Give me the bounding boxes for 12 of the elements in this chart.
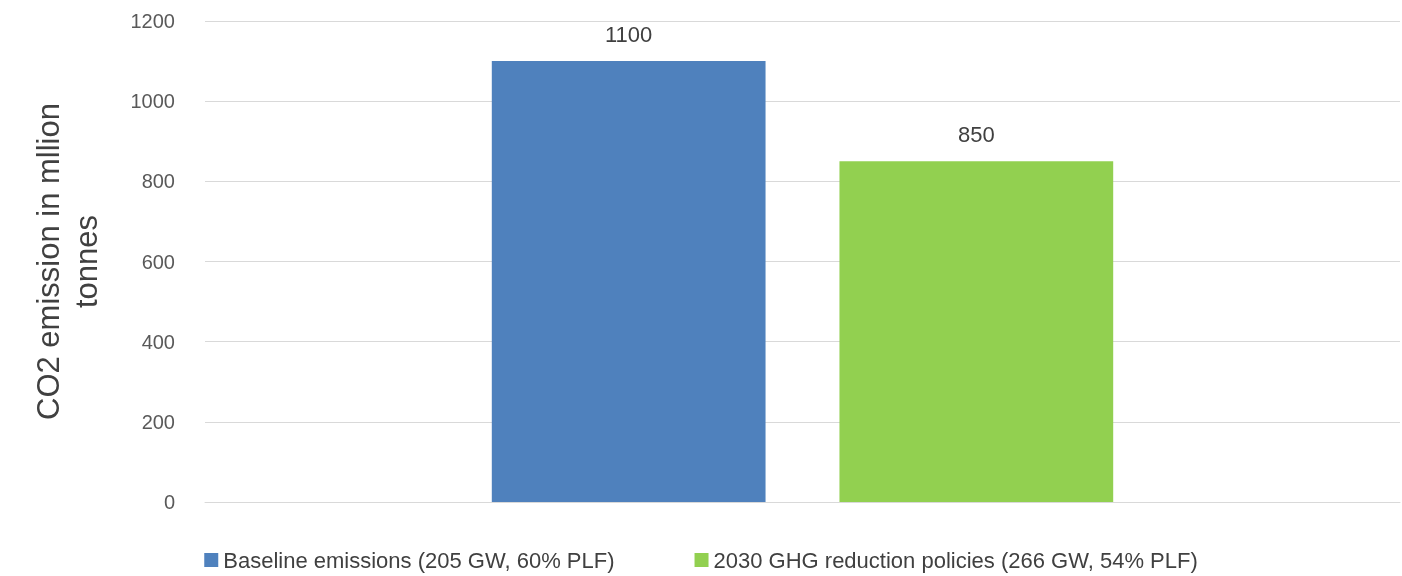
y-tick-label: 1000 xyxy=(130,90,175,113)
data-label: 1100 xyxy=(605,21,653,47)
y-axis-title: CO2 emission in mllion tonnes xyxy=(30,103,104,420)
data-label: 850 xyxy=(957,121,995,147)
y-tick-label: 1200 xyxy=(130,10,175,32)
y-tick-label: 600 xyxy=(141,250,175,273)
y-tick-label: 800 xyxy=(141,170,175,193)
y-tick-label: 400 xyxy=(141,330,175,353)
legend-label: 2030 GHG reduction policies (266 GW, 54% PLF) xyxy=(713,547,1198,573)
legend-label: Baseline emissions (205 GW, 60% PLF) xyxy=(223,547,615,573)
y-tick-label: 200 xyxy=(141,410,175,433)
y-tick-label: 0 xyxy=(163,491,175,513)
